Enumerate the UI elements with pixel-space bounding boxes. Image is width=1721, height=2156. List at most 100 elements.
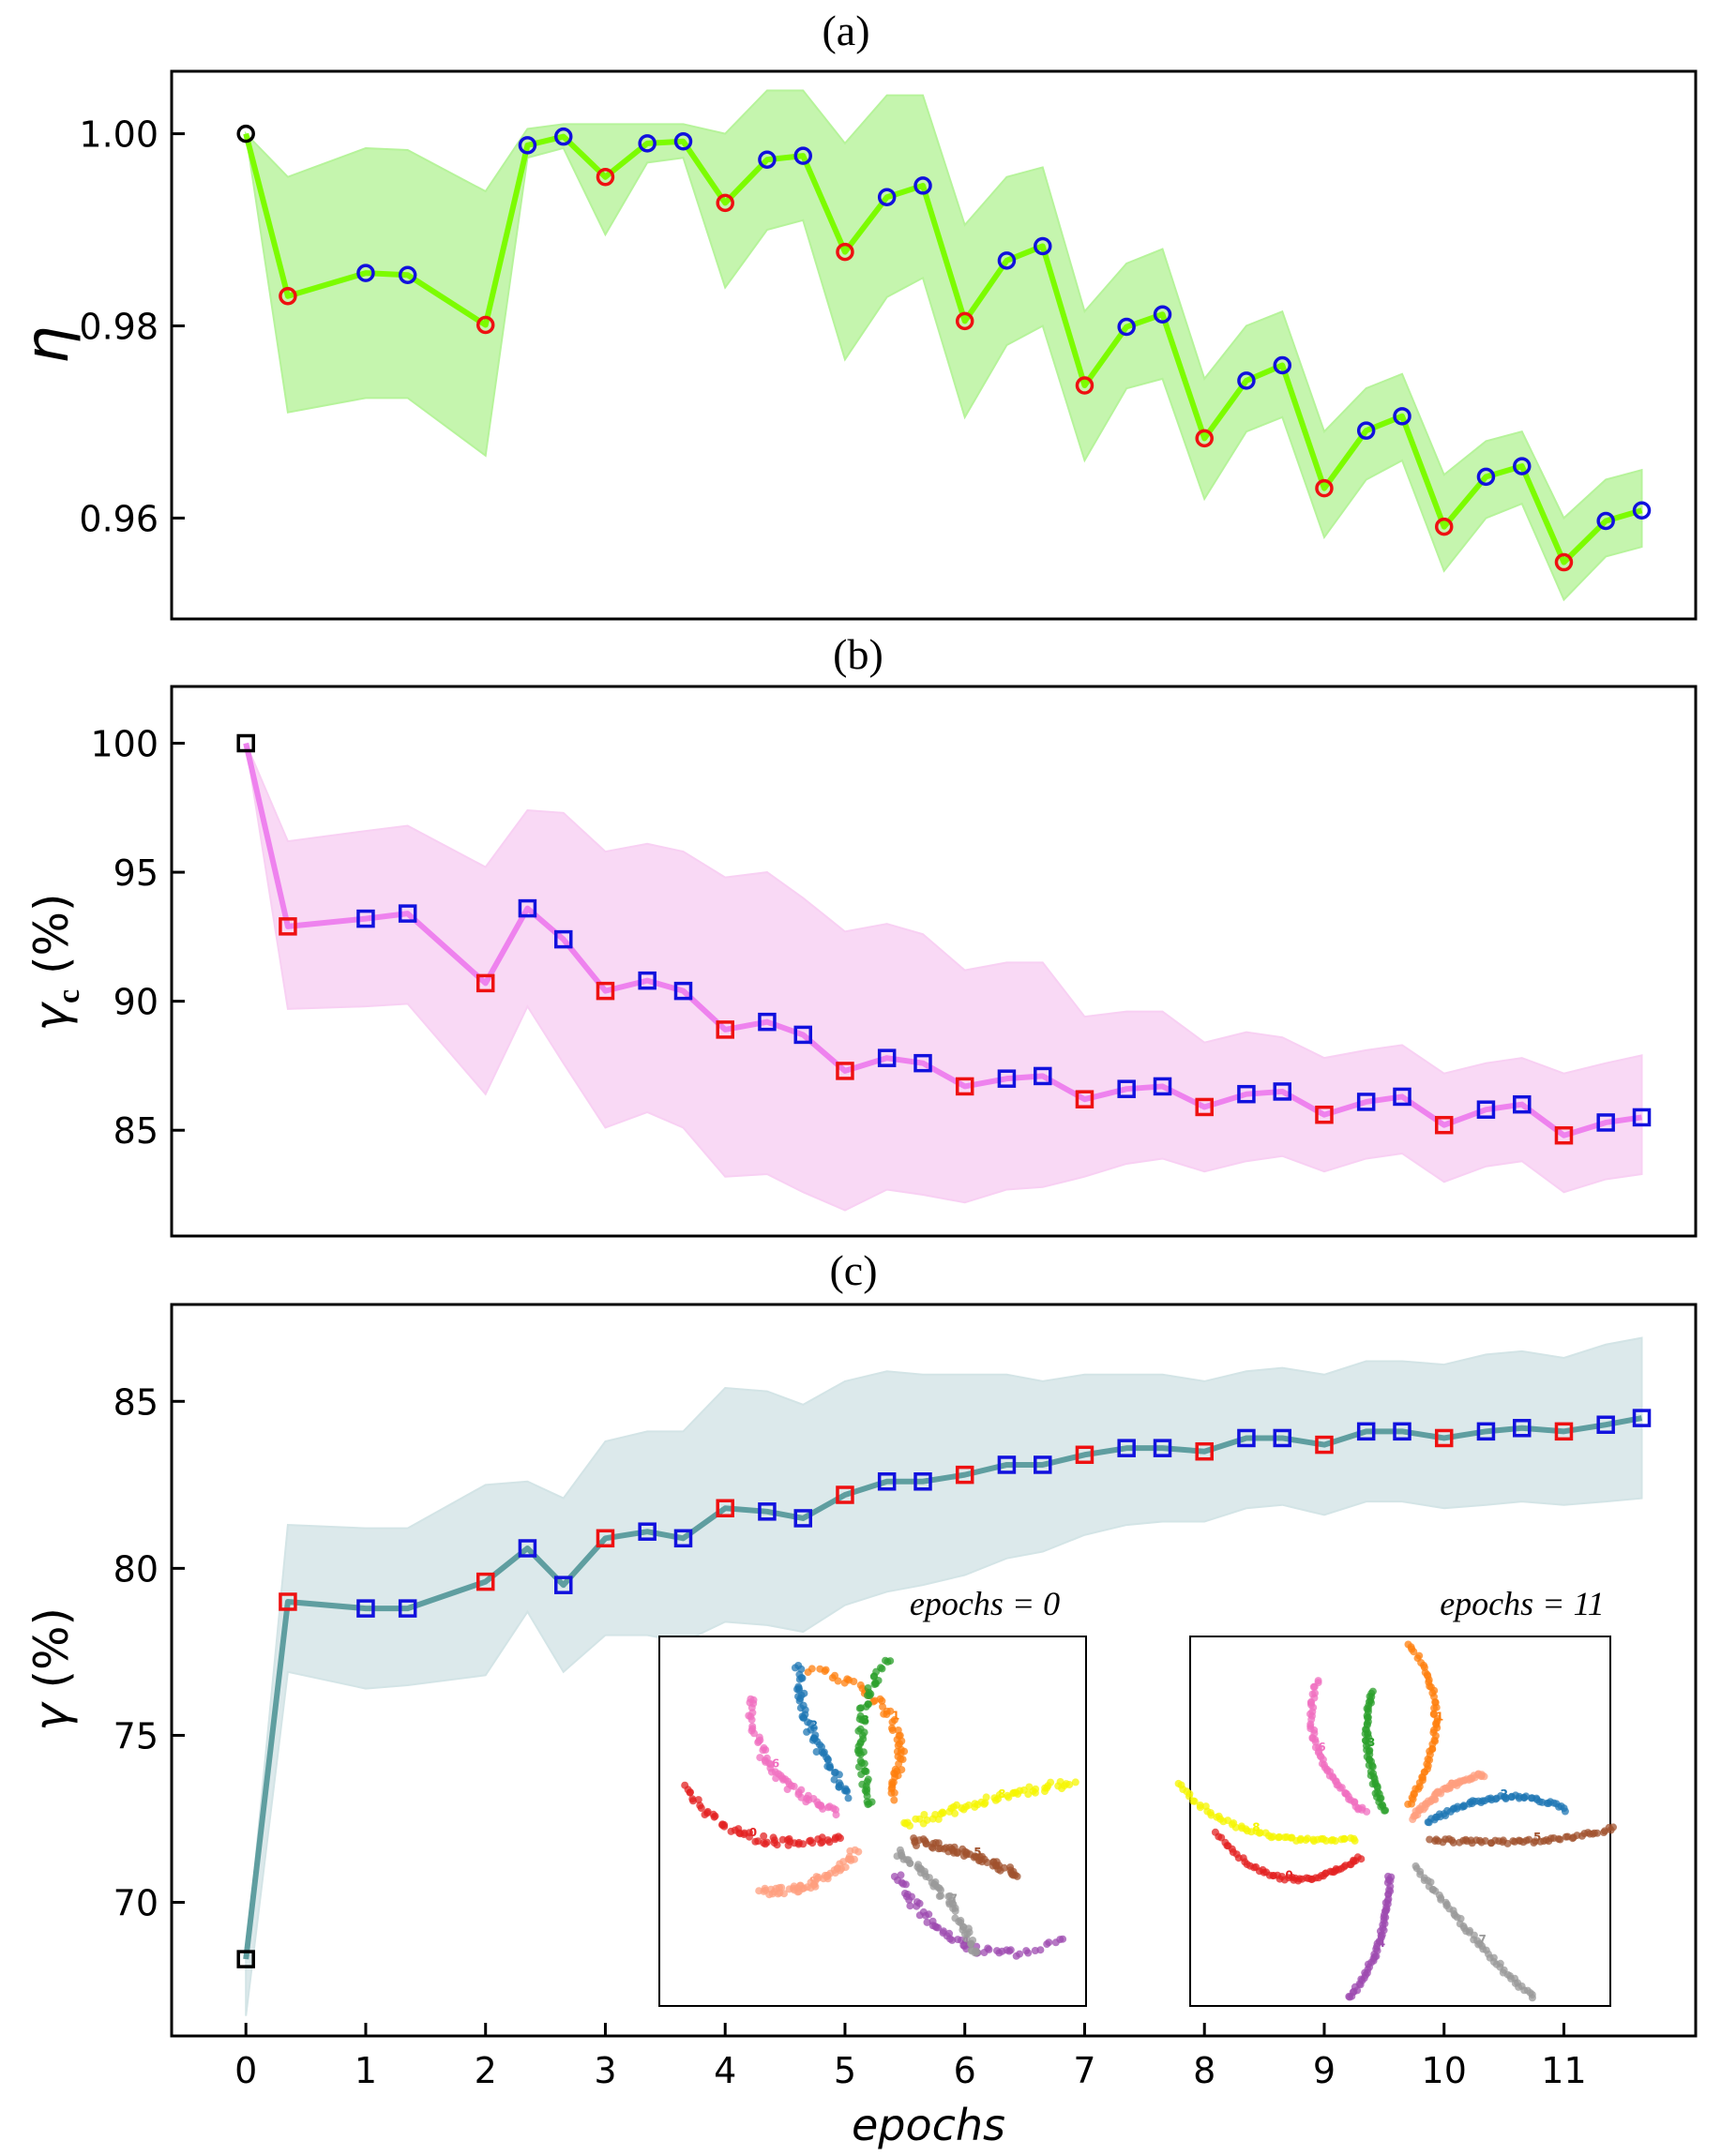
data-point <box>1237 1428 1256 1448</box>
digit-label: 7 <box>1479 1933 1487 1946</box>
panel-b-label: (b) <box>833 630 883 678</box>
embedding-point <box>1047 1778 1055 1787</box>
data-point <box>1554 1125 1574 1145</box>
embedding-point <box>951 1809 959 1817</box>
panel-c-ylabel-symbol: γ <box>24 1701 79 1731</box>
data-point <box>877 1048 897 1067</box>
embedding-point <box>1311 1743 1320 1752</box>
data-point <box>356 909 375 928</box>
embedding-point <box>971 1949 979 1957</box>
embedding-point <box>862 1768 870 1775</box>
data-point <box>836 1485 854 1504</box>
data-point <box>877 188 897 206</box>
digit-label: 5 <box>974 1846 981 1859</box>
embedding-point <box>854 1763 863 1772</box>
embedding-point <box>845 1855 853 1863</box>
embedding-point <box>920 1811 928 1818</box>
embedding-point <box>962 1935 971 1943</box>
data-point <box>1632 1409 1652 1427</box>
embedding-point <box>980 1855 989 1863</box>
embedding-point <box>807 1719 814 1727</box>
data-point <box>758 150 777 170</box>
y-tick-label: 90 <box>113 982 159 1023</box>
embedding-point <box>755 1887 763 1895</box>
embedding-point <box>1556 1835 1564 1844</box>
data-point <box>673 981 693 1001</box>
embedding-point <box>748 1723 757 1730</box>
embedding-point <box>1237 1822 1245 1831</box>
data-point <box>236 1950 255 1968</box>
data-point <box>398 904 417 923</box>
panel-b-ylabel-subscript: c <box>52 989 86 1003</box>
data-point <box>279 917 297 936</box>
embedding-point <box>791 1664 799 1672</box>
panel-c-ylabel-unit: (%) <box>24 1607 79 1689</box>
embedding-point <box>1211 1828 1219 1836</box>
y-tick-label: 75 <box>113 1715 159 1756</box>
data-point <box>518 898 537 918</box>
data-point <box>1195 1441 1214 1461</box>
embedding-point <box>864 1684 872 1692</box>
data-point <box>1153 1077 1172 1096</box>
embedding-point <box>806 1837 813 1846</box>
data-point <box>1153 1439 1172 1457</box>
embedding-point <box>856 1711 865 1720</box>
data-point <box>1034 236 1052 256</box>
data-point <box>1356 421 1376 440</box>
panel-c-xlabel: epochs <box>852 2100 1005 2150</box>
data-point <box>1075 1090 1094 1108</box>
embedding-point <box>688 1795 697 1803</box>
embedding-point <box>967 1939 975 1948</box>
embedding-point <box>856 1725 865 1733</box>
digit-label: 2 <box>810 1718 818 1731</box>
panel-a-frame <box>170 69 1698 621</box>
embedding-point <box>864 1700 872 1709</box>
panel-a-ylabel: η <box>13 326 83 365</box>
data-point <box>793 146 813 165</box>
data-point <box>758 1012 777 1032</box>
x-tick-label: 1 <box>355 2050 377 2091</box>
y-tick-label: 80 <box>113 1548 159 1590</box>
data-point <box>793 1025 813 1045</box>
data-point <box>1195 1097 1214 1117</box>
data-point <box>997 1069 1017 1088</box>
panel-c-ylabel: γ (%) <box>24 1607 79 1731</box>
data-point <box>476 315 495 335</box>
embedding-point <box>965 1928 974 1937</box>
embedding-point <box>891 1765 899 1773</box>
embedding-point <box>894 1726 902 1734</box>
data-point <box>997 251 1017 270</box>
embedding-point <box>785 1885 793 1893</box>
embedding-point <box>856 1756 865 1765</box>
embedding-point <box>844 1794 853 1802</box>
data-point <box>476 1572 495 1591</box>
embedding-point <box>923 1918 931 1926</box>
embedding-point <box>816 1665 824 1673</box>
embedding-point <box>886 1657 895 1666</box>
embedding-point <box>709 1810 717 1818</box>
embedding-point <box>864 1775 872 1784</box>
data-point <box>1513 1419 1532 1438</box>
embedding-point <box>939 1809 947 1817</box>
data-point <box>1237 1084 1256 1104</box>
embedding-point <box>1609 1823 1617 1832</box>
digit-label: 7 <box>950 1892 958 1906</box>
embedding-point <box>910 1834 918 1843</box>
x-tick-label: 8 <box>1193 2050 1215 2091</box>
data-point <box>1117 1079 1136 1098</box>
embedding-point <box>1011 1871 1019 1879</box>
embedding-point <box>811 1731 820 1740</box>
data-point <box>836 1062 854 1080</box>
data-point <box>1554 1422 1574 1441</box>
embedding-point <box>821 1871 829 1879</box>
digit-label: 5 <box>1533 1831 1541 1844</box>
embedding-point <box>1561 1807 1569 1816</box>
embedding-point <box>980 1800 989 1808</box>
embedding-point <box>1024 1949 1033 1957</box>
embedding-point <box>877 1664 884 1672</box>
digit-label: 3 <box>862 1713 869 1726</box>
embedding-point <box>946 1935 954 1943</box>
embedding-point <box>831 1769 839 1776</box>
embedding-point <box>1415 1651 1424 1660</box>
data-point <box>1153 305 1172 324</box>
